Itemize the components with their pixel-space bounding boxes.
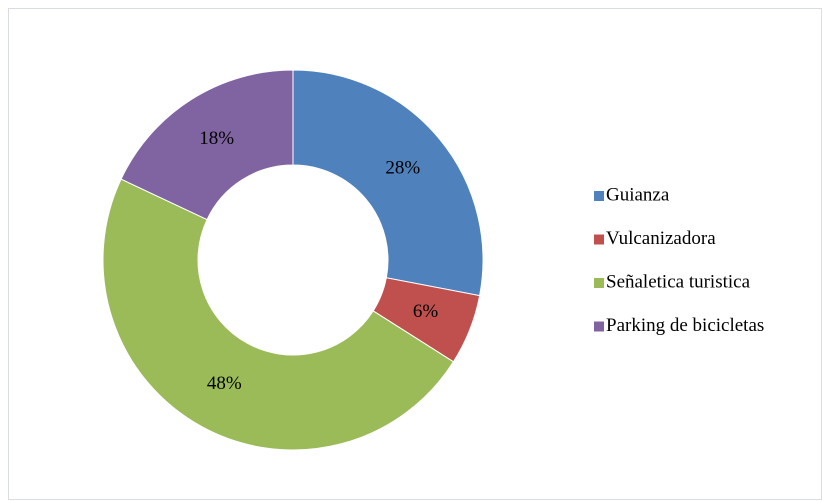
legend-label: Parking de bicicletas [606,315,764,336]
data-label: 18% [199,128,234,149]
legend-swatch [594,278,604,288]
legend-swatch [594,191,604,201]
data-label: 28% [385,158,420,179]
legend-label: Vulcanizadora [606,228,716,249]
legend-label: Señaletica turistica [606,271,751,292]
legend-label: Guianza [606,184,670,205]
legend-swatch [594,321,604,332]
legend-swatch [594,234,604,245]
data-label: 48% [207,373,242,394]
donut-slice [120,69,294,221]
donut-slice [292,69,484,297]
data-label: 6% [413,301,439,322]
donut-slice [102,178,455,451]
